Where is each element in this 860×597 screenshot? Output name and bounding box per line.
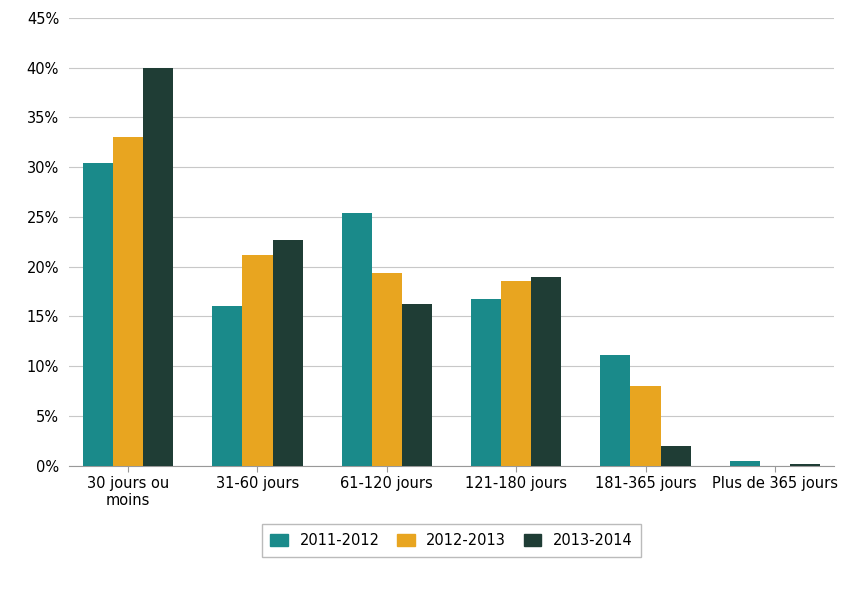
Bar bbox=[790, 464, 820, 466]
Bar bbox=[501, 281, 531, 466]
Bar bbox=[243, 255, 273, 466]
Bar bbox=[341, 213, 372, 466]
Bar bbox=[372, 273, 402, 466]
Bar bbox=[143, 67, 174, 466]
Bar bbox=[83, 163, 113, 466]
Bar bbox=[531, 276, 562, 466]
Bar bbox=[660, 446, 691, 466]
Bar bbox=[273, 240, 303, 466]
Bar bbox=[729, 461, 760, 466]
Bar bbox=[600, 355, 630, 466]
Bar bbox=[212, 306, 243, 466]
Bar bbox=[471, 300, 501, 466]
Bar bbox=[402, 304, 432, 466]
Legend: 2011-2012, 2012-2013, 2013-2014: 2011-2012, 2012-2013, 2013-2014 bbox=[261, 524, 642, 557]
Bar bbox=[113, 137, 143, 466]
Bar bbox=[630, 386, 660, 466]
